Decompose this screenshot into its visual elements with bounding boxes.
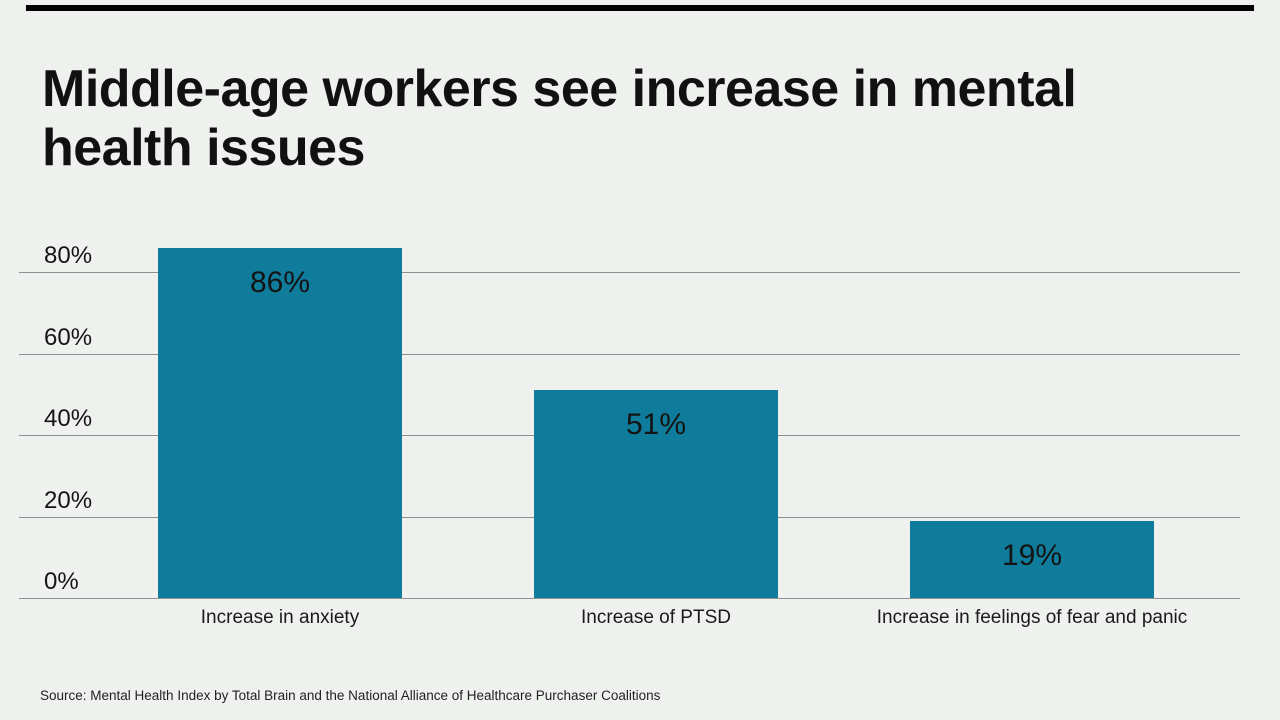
bar-increase-in-feelings-of-fear-and-panic: 19%: [910, 520, 1154, 598]
y-axis-tick-label: 40%: [44, 405, 93, 432]
gridline-0%: [19, 598, 1240, 599]
source-note: Source: Mental Health Index by Total Bra…: [40, 688, 661, 703]
y-axis-tick-label: 60%: [44, 323, 93, 351]
top-rule: [26, 5, 1254, 11]
chart-title-line-2: health issues: [42, 118, 365, 177]
x-axis-category-label: Increase in feelings of fear and panic: [876, 607, 1188, 628]
y-axis-tick-label: 0%: [44, 568, 79, 595]
y-axis-tick-label: 80%: [44, 242, 93, 269]
y-axis-tick-label: 20%: [44, 486, 93, 514]
x-axis-category-label: Increase in anxiety: [200, 607, 360, 628]
bar-increase-of-ptsd: 51%: [534, 390, 778, 598]
chart-title: Middle-age workers see increase in menta…: [42, 60, 1202, 178]
bar-increase-in-anxiety: 86%: [158, 247, 402, 598]
bar-value-label: 19%: [1001, 538, 1063, 572]
gridline-80%: [19, 272, 1240, 273]
x-axis-category-label: Increase of PTSD: [581, 607, 731, 628]
gridline-60%: [19, 353, 1240, 355]
bar-value-label: 86%: [249, 265, 311, 299]
bar-value-label: 51%: [625, 408, 687, 442]
chart-title-line-1: Middle-age workers see increase in menta…: [42, 59, 1077, 118]
